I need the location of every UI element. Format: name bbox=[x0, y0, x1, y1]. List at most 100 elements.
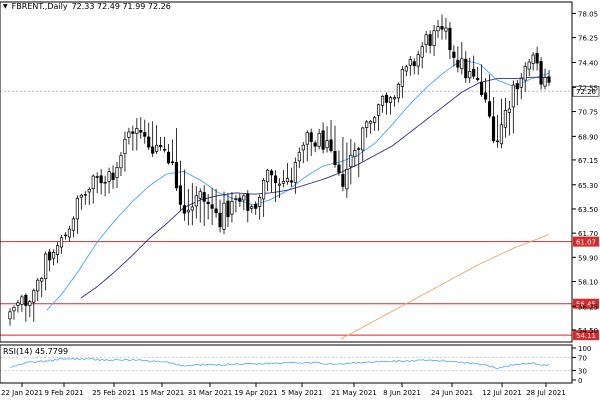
candle bbox=[495, 114, 500, 148]
candle-body bbox=[269, 170, 274, 176]
x-tick-label: 9 Feb 2021 bbox=[44, 389, 83, 397]
candle bbox=[353, 142, 357, 167]
candle-body bbox=[519, 78, 523, 88]
candle bbox=[59, 235, 64, 254]
candle bbox=[103, 175, 107, 197]
candle bbox=[174, 128, 179, 191]
candle-body bbox=[432, 30, 436, 46]
candle bbox=[273, 170, 278, 203]
candle bbox=[480, 64, 484, 97]
candle-body bbox=[388, 97, 393, 103]
candle bbox=[115, 161, 119, 188]
candle bbox=[289, 167, 293, 187]
x-tick-label: 28 Jul 2021 bbox=[526, 389, 566, 397]
x-tick-label: 5 May 2021 bbox=[281, 389, 322, 397]
candle-body bbox=[329, 139, 333, 151]
candle-body bbox=[194, 195, 198, 207]
candle-body bbox=[487, 101, 492, 117]
candle bbox=[396, 82, 400, 103]
current-price-box bbox=[572, 85, 600, 97]
candle bbox=[234, 195, 238, 213]
candle-body bbox=[63, 234, 68, 237]
collapse-triangle-icon[interactable]: ▼ bbox=[3, 3, 8, 10]
rsi-label: RSI(14) 45.7799 bbox=[3, 347, 69, 356]
candle bbox=[63, 232, 68, 240]
candle bbox=[198, 188, 202, 223]
candle bbox=[464, 51, 468, 83]
moving-average-line bbox=[340, 234, 550, 340]
candle-body bbox=[428, 34, 432, 46]
y-tick-label: 58.10 bbox=[578, 279, 598, 287]
candle-body bbox=[293, 162, 297, 183]
candle bbox=[456, 46, 460, 73]
candle-body bbox=[210, 204, 214, 209]
candle bbox=[503, 97, 507, 138]
candle-body bbox=[452, 51, 456, 58]
candle bbox=[277, 178, 282, 199]
candle bbox=[412, 58, 416, 75]
candle-body bbox=[440, 26, 444, 30]
candle bbox=[170, 139, 175, 166]
candle bbox=[91, 174, 95, 204]
candle bbox=[384, 92, 389, 115]
ohlc-readout: 72.33 72.49 71.99 72.26 bbox=[71, 2, 171, 11]
candle-body bbox=[527, 61, 531, 70]
candle-body bbox=[48, 251, 52, 261]
candle-body bbox=[155, 144, 159, 152]
candle bbox=[178, 160, 182, 211]
candle bbox=[400, 65, 404, 98]
candle bbox=[285, 163, 290, 185]
candle-body bbox=[162, 149, 167, 151]
candle-body bbox=[301, 144, 305, 151]
candle-body bbox=[123, 138, 127, 155]
candle bbox=[67, 225, 72, 242]
rsi-y-tick-label: 30 bbox=[578, 367, 587, 375]
candle bbox=[119, 151, 123, 176]
candle-body bbox=[218, 212, 222, 228]
candle-body bbox=[420, 46, 424, 58]
candle bbox=[202, 185, 206, 227]
candle-body bbox=[523, 66, 527, 81]
candle-body bbox=[107, 171, 111, 182]
candle bbox=[55, 242, 60, 264]
candle-body bbox=[380, 95, 385, 106]
candle-body bbox=[127, 131, 131, 138]
candle bbox=[79, 193, 83, 210]
x-tick-label: 31 Mar 2021 bbox=[188, 389, 232, 397]
candle bbox=[388, 95, 393, 115]
candle bbox=[511, 80, 515, 134]
candle-body bbox=[539, 61, 543, 85]
candle bbox=[258, 194, 262, 220]
candle-body bbox=[305, 132, 309, 145]
candle bbox=[484, 78, 488, 103]
candle-body bbox=[464, 58, 468, 79]
candle bbox=[357, 146, 361, 178]
candle-body bbox=[436, 26, 440, 32]
candle-body bbox=[8, 311, 12, 320]
candle bbox=[206, 193, 210, 220]
candle-body bbox=[289, 180, 293, 183]
candle-body bbox=[456, 59, 460, 68]
candle bbox=[440, 14, 444, 40]
candle bbox=[329, 120, 333, 153]
candle bbox=[99, 169, 103, 195]
candle-body bbox=[16, 302, 20, 306]
candle-body bbox=[408, 59, 412, 66]
candle-body bbox=[202, 192, 206, 202]
candle bbox=[317, 128, 321, 150]
candle bbox=[186, 188, 190, 226]
candle bbox=[194, 186, 198, 219]
candle bbox=[392, 95, 397, 107]
x-tick-label: 25 Feb 2021 bbox=[92, 389, 136, 397]
candle-body bbox=[313, 142, 317, 147]
candle bbox=[539, 57, 543, 90]
candle bbox=[254, 201, 258, 215]
candle bbox=[214, 189, 218, 218]
candle-body bbox=[353, 150, 357, 158]
candle bbox=[452, 45, 456, 67]
y-tick-label: 70.75 bbox=[578, 109, 598, 117]
candle bbox=[341, 136, 345, 192]
candle bbox=[515, 79, 519, 106]
